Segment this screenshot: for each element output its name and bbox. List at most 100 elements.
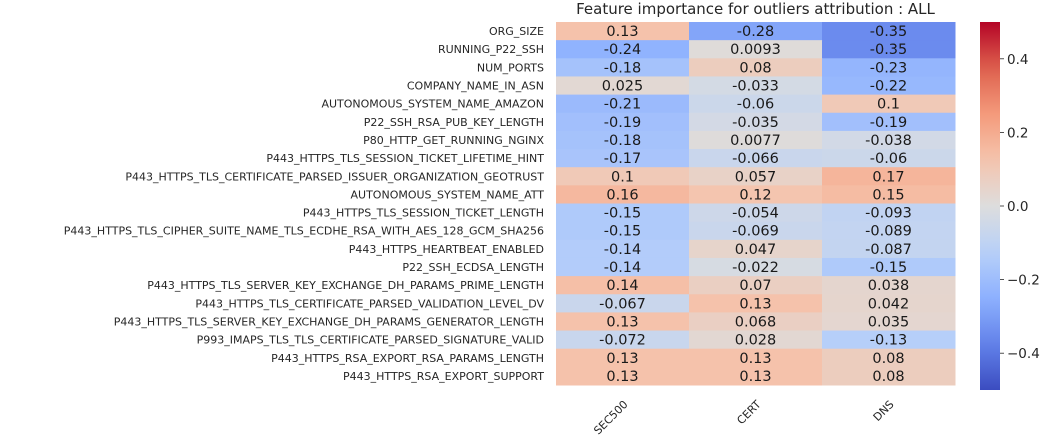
cell-value-label: -0.28 <box>737 24 775 40</box>
heatmap-cell <box>689 167 823 186</box>
row-label: P443_HTTPS_RSA_EXPORT_SUPPORT <box>343 370 544 383</box>
heatmap-cell <box>822 76 956 96</box>
row-label: P22_SSH_RSA_PUB_KEY_LENGTH <box>364 116 544 129</box>
heatmap-cell <box>556 330 690 350</box>
colorbar-gradient <box>980 22 1000 390</box>
row-label: P443_HTTPS_TLS_SERVER_KEY_EXCHANGE_DH_PA… <box>147 279 544 292</box>
heatmap-cell <box>822 348 956 368</box>
heatmap-cell <box>689 130 823 150</box>
heatmap-cell <box>556 294 690 313</box>
heatmap-cell <box>822 257 956 277</box>
column-label: SEC500 <box>591 398 630 437</box>
colorbar-tick-label: 0.4 <box>1007 52 1028 68</box>
cell-value-label: -0.093 <box>865 206 912 222</box>
heatmap-cell <box>822 149 956 168</box>
heatmap-cell <box>822 239 956 259</box>
heatmap-cell <box>822 330 956 350</box>
heatmap-cell <box>689 58 823 77</box>
row-label: P443_HTTPS_TLS_SESSION_TICKET_LENGTH <box>303 207 544 220</box>
cell-value-label: -0.06 <box>737 97 775 113</box>
heatmap-cell <box>556 221 690 241</box>
row-label: P443_HTTPS_HEARTBEAT_ENABLED <box>349 243 544 256</box>
heatmap-cell <box>822 366 956 386</box>
cell-value-label: 0.13 <box>606 351 638 367</box>
colorbar-tick-label: −0.2 <box>1007 273 1040 289</box>
cell-value-label: -0.033 <box>732 79 779 95</box>
heatmap-cell <box>689 94 823 114</box>
cell-value-label: 0.08 <box>872 351 904 367</box>
heatmap-cell <box>689 366 823 386</box>
heatmap-cell <box>822 112 956 132</box>
column-label: DNS <box>871 398 897 424</box>
heatmap-cell <box>556 112 690 132</box>
cell-value-label: 0.028 <box>735 333 777 349</box>
colorbar-tick-label: 0.0 <box>1007 199 1028 215</box>
cell-value-label: 0.057 <box>735 169 777 185</box>
heatmap-cell <box>822 22 956 41</box>
heatmap-cell <box>689 276 823 295</box>
heatmap-cell <box>689 239 823 259</box>
cell-value-label: -0.35 <box>870 24 908 40</box>
heatmap-cell <box>556 348 690 368</box>
heatmap-cell <box>822 294 956 313</box>
cell-value-label: -0.089 <box>865 224 912 240</box>
row-label: P993_IMAPS_TLS_TLS_CERTIFICATE_PARSED_SI… <box>197 334 544 347</box>
cell-value-label: 0.1 <box>877 97 900 113</box>
cell-value-label: -0.087 <box>865 242 912 258</box>
cell-value-label: -0.14 <box>604 260 642 276</box>
heatmap-cell <box>556 167 690 186</box>
heatmap-cell <box>689 348 823 368</box>
colorbar-tick-label: 0.2 <box>1007 125 1028 141</box>
cell-value-label: -0.067 <box>599 296 646 312</box>
cell-value-label: 0.07 <box>739 278 771 294</box>
heatmap-cell <box>822 221 956 241</box>
cell-value-label: -0.15 <box>604 224 642 240</box>
cell-value-label: -0.35 <box>870 42 908 58</box>
cell-value-label: -0.22 <box>870 79 908 95</box>
heatmap-cell <box>822 185 956 204</box>
cell-value-label: -0.06 <box>870 151 908 167</box>
heatmap-cell <box>822 312 956 332</box>
cell-value-label: 0.13 <box>606 369 638 385</box>
cell-value-label: -0.054 <box>732 206 779 222</box>
row-label: AUTONOMOUS_SYSTEM_NAME_ATT <box>351 188 545 201</box>
row-label: RUNNING_P22_SSH <box>438 43 544 56</box>
heatmap-cell <box>556 276 690 295</box>
heatmap-cell <box>822 58 956 77</box>
cell-value-label: 0.14 <box>606 278 638 294</box>
colorbar-tick-label: −0.4 <box>1007 346 1040 362</box>
row-label: NUM_PORTS <box>477 61 544 74</box>
row-label: COMPANY_NAME_IN_ASN <box>407 80 544 93</box>
heatmap-cell <box>822 276 956 295</box>
heatmap-cell <box>556 58 690 77</box>
heatmap-cell <box>556 203 690 223</box>
cell-value-label: 0.13 <box>739 296 771 312</box>
cell-value-label: 0.17 <box>872 169 904 185</box>
cell-value-label: -0.21 <box>604 97 642 113</box>
heatmap-cell <box>556 312 690 332</box>
heatmap-cell <box>556 130 690 150</box>
cell-value-label: 0.15 <box>872 187 904 203</box>
heatmap-cell <box>556 76 690 96</box>
heatmap-cell <box>689 76 823 96</box>
heatmap-cell <box>822 94 956 114</box>
row-label: P443_HTTPS_TLS_CERTIFICATE_PARSED_ISSUER… <box>125 170 544 183</box>
cell-value-label: -0.18 <box>604 133 642 149</box>
row-label: P443_HTTPS_TLS_CERTIFICATE_PARSED_VALIDA… <box>195 297 544 310</box>
heatmap-cell <box>689 22 823 41</box>
cell-value-label: -0.14 <box>604 242 642 258</box>
row-label: P443_HTTPS_TLS_SERVER_KEY_EXCHANGE_DH_PA… <box>114 315 544 328</box>
cell-value-label: -0.069 <box>732 224 779 240</box>
cell-value-label: 0.13 <box>739 351 771 367</box>
heatmap-cell <box>556 366 690 386</box>
chart-title: Feature importance for outliers attribut… <box>576 0 935 18</box>
heatmap-cells: 0.13 -0.28 -0.35 -0.24 0.0093 -0.35 -0.18 0.08 -… <box>556 22 956 386</box>
cell-value-label: -0.18 <box>604 60 642 76</box>
cell-value-label: -0.19 <box>870 115 908 131</box>
row-label: ORG_SIZE <box>489 25 544 38</box>
cell-value-label: 0.042 <box>868 296 910 312</box>
cell-value-label: 0.1 <box>611 169 634 185</box>
heatmap-cell <box>689 185 823 204</box>
heatmap-cell <box>822 203 956 223</box>
